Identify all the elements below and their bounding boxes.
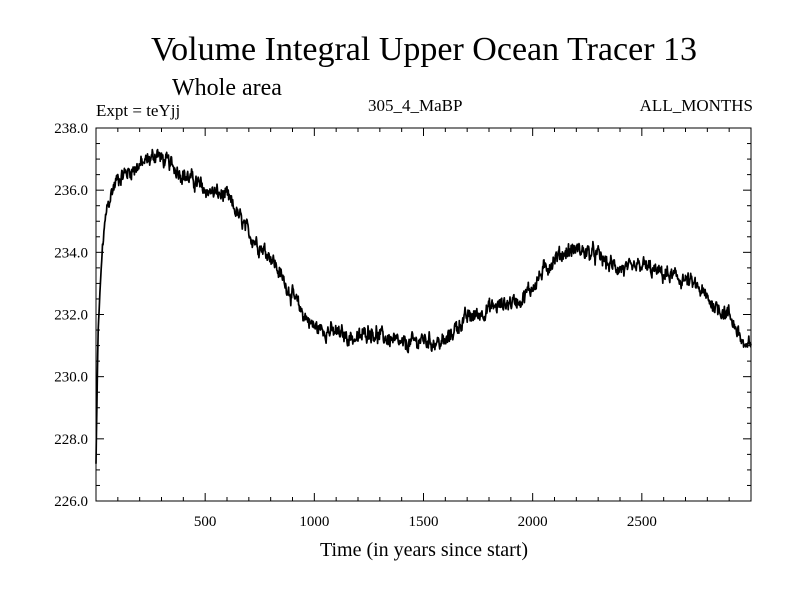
plot-frame — [95, 127, 752, 502]
y-tick-label: 238.0 — [54, 121, 88, 137]
experiment-label: Expt = teYjj — [96, 101, 181, 120]
x-tick-label: 1000 — [299, 514, 329, 530]
run-label: 305_4_MaBP — [368, 96, 463, 115]
series-line — [95, 148, 752, 464]
x-tick-label: 500 — [194, 514, 217, 530]
y-tick-label: 234.0 — [54, 245, 88, 261]
y-tick-label: 226.0 — [54, 494, 88, 510]
y-tick-label: 232.0 — [54, 308, 88, 324]
x-tick-label: 2500 — [627, 514, 657, 530]
y-tick-label: 236.0 — [54, 183, 88, 199]
x-tick-label: 1500 — [409, 514, 439, 530]
x-axis-label: Time (in years since start) — [320, 539, 528, 561]
months-label: ALL_MONTHS — [639, 96, 753, 115]
x-tick-label: 2000 — [518, 514, 548, 530]
chart-title: Volume Integral Upper Ocean Tracer 13 — [150, 31, 698, 68]
chart-subtitle: Whole area — [172, 75, 282, 101]
y-tick-label: 230.0 — [54, 370, 88, 386]
y-axis-ticks: 226.0 228.0 230.0 232.0 234.0 236.0 238.0 — [54, 121, 751, 510]
y-tick-label: 228.0 — [54, 432, 88, 448]
x-axis-ticks: 500 1000 1500 2000 2500 — [117, 128, 730, 530]
